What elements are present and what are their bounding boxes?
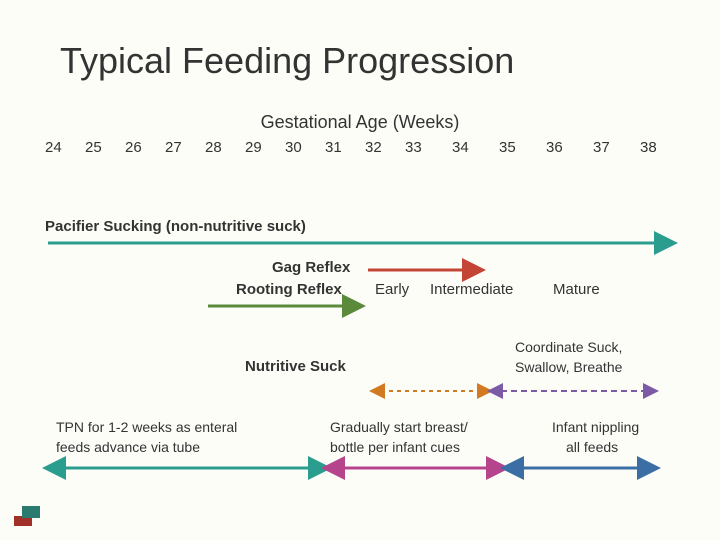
coordinate-text: Coordinate Suck, Swallow, Breathe [515,338,622,377]
gradual-l1: Gradually start breast/ [330,419,468,435]
week-tick: 25 [85,139,102,156]
week-tick: 37 [593,139,610,156]
week-tick: 33 [405,139,422,156]
axis-label: Gestational Age (Weeks) [0,112,720,133]
nippling-l1: Infant nippling [552,419,639,435]
coordinate-l2: Swallow, Breathe [515,359,622,375]
week-tick: 36 [546,139,563,156]
week-tick: 28 [205,139,222,156]
week-tick: 32 [365,139,382,156]
week-tick: 27 [165,139,182,156]
tpn-l1: TPN for 1-2 weeks as enteral [56,419,237,435]
pacifier-label: Pacifier Sucking (non-nutritive suck) [45,218,306,235]
week-tick: 24 [45,139,62,156]
coordinate-l1: Coordinate Suck, [515,339,622,355]
maturity-early: Early [375,281,409,298]
nippling-l2: all feeds [552,439,618,455]
slide: Typical Feeding Progression Gestational … [0,0,720,540]
gag-label: Gag Reflex [272,259,350,276]
gradual-l2: bottle per infant cues [330,439,460,455]
weeks-axis: 24 25 26 27 28 29 30 31 32 33 34 35 36 37 38 [0,139,720,161]
nippling-text: Infant nippling all feeds [552,418,639,457]
week-tick: 34 [452,139,469,156]
slide-title: Typical Feeding Progression [0,0,720,82]
week-tick: 29 [245,139,262,156]
tpn-l2: feeds advance via tube [56,439,200,455]
nutritive-label: Nutritive Suck [245,358,346,375]
maturity-mature: Mature [553,281,600,298]
rooting-label: Rooting Reflex [236,281,342,298]
gradual-text: Gradually start breast/ bottle per infan… [330,418,468,457]
week-tick: 38 [640,139,657,156]
maturity-intermediate: Intermediate [430,281,513,298]
tpn-text: TPN for 1-2 weeks as enteral feeds advan… [56,418,237,457]
week-tick: 30 [285,139,302,156]
week-tick: 31 [325,139,342,156]
week-tick: 26 [125,139,142,156]
corner-icon [14,506,40,526]
week-tick: 35 [499,139,516,156]
